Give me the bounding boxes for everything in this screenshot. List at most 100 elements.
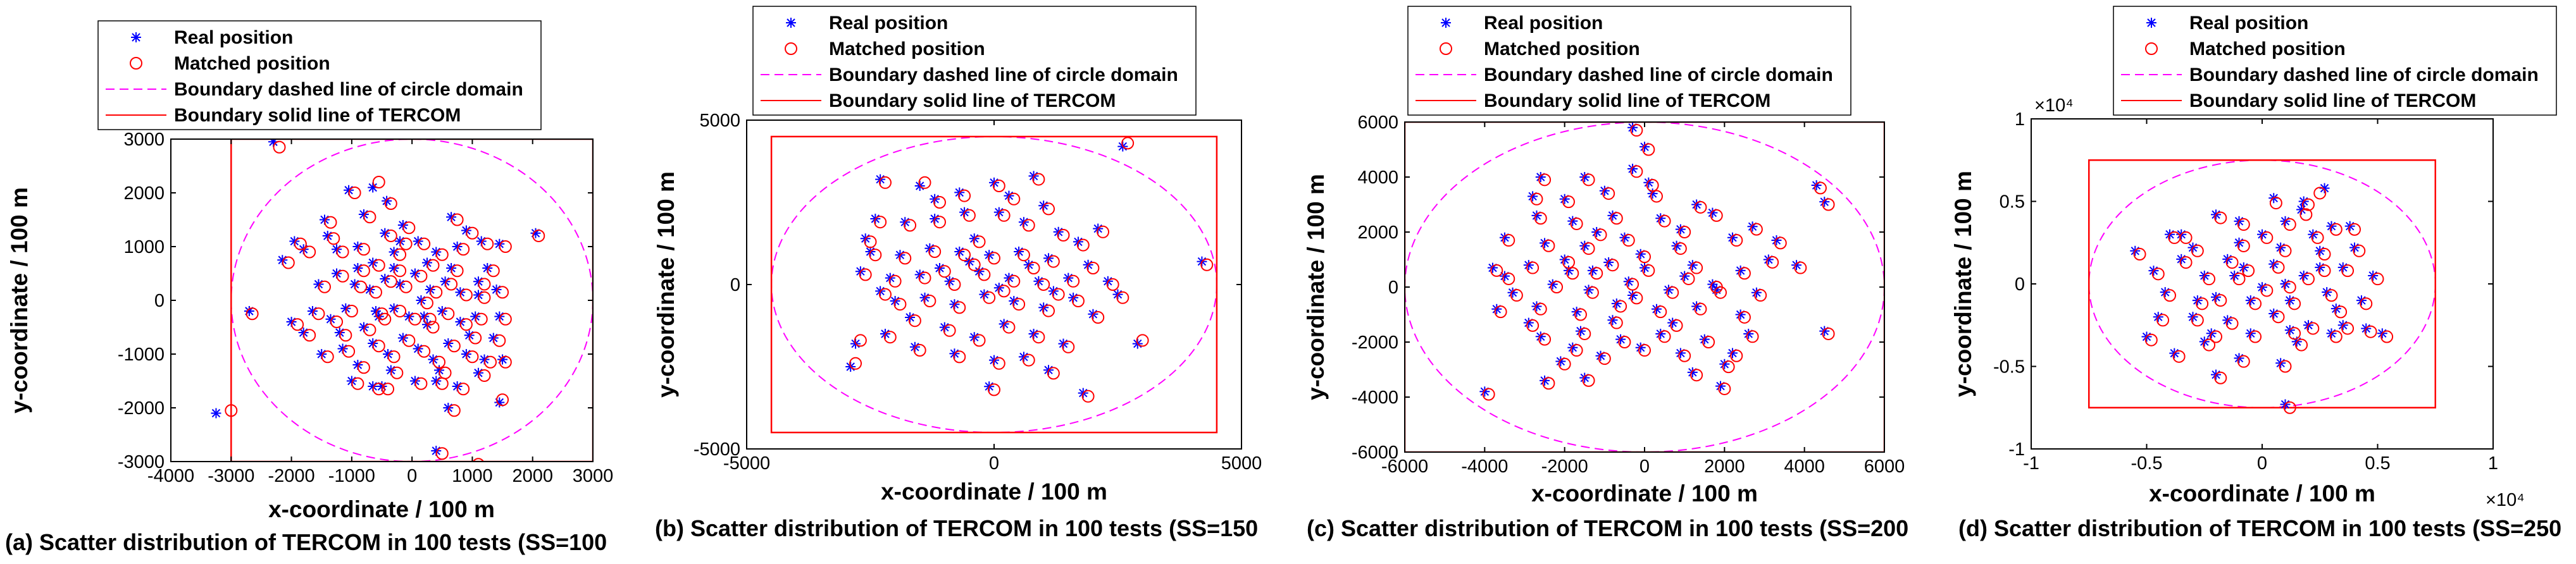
matched-position-point [2196, 297, 2209, 310]
matched-position-point [992, 180, 1005, 192]
matched-position-point [423, 312, 437, 326]
matched-position-point [933, 216, 946, 229]
matched-position-point [459, 318, 473, 331]
matched-position-point [2172, 350, 2186, 363]
x-tick-label: 5000 [1221, 453, 1262, 474]
matched-position-point [1200, 258, 1214, 271]
matched-position-point [973, 334, 986, 347]
matched-position-point [1750, 223, 1763, 236]
panel-b-marks [770, 135, 1218, 434]
x-tick-label: 0.5 [2365, 453, 2390, 474]
matched-position-point [1047, 255, 1060, 268]
real-position-point [1635, 248, 1646, 259]
matched-position-point [988, 252, 1000, 265]
matched-position-point [1646, 179, 1659, 192]
matched-position-point [475, 312, 488, 326]
plot-area [211, 139, 593, 462]
matched-position-point [958, 248, 971, 262]
matched-position-point [1042, 304, 1055, 317]
matched-position-point [2144, 333, 2158, 346]
matched-position-point [318, 280, 331, 293]
legend-tercom-boundary: Boundary solid line of TERCOM [829, 90, 1116, 111]
panel-c-caption: (c) Scatter distribution of TERCOM in 10… [1307, 515, 1908, 541]
matched-position-point [442, 307, 455, 321]
matched-position-point [1638, 250, 1651, 264]
matched-position-point [1602, 187, 1615, 200]
panel-a-ticks: -4000 -3000 -2000 -1000 0 1000 2000 3000-3000-2… [118, 130, 613, 486]
matched-position-point [372, 340, 385, 353]
matched-position-point [1714, 286, 1727, 299]
matched-position-point [1071, 295, 1085, 307]
matched-position-point [1658, 214, 1671, 228]
x-tick-label: 2000 [512, 466, 553, 486]
matched-position-point [2191, 244, 2204, 257]
legend-matched-position: Matched position [2189, 39, 2346, 59]
panel-a-xlabel: x-coordinate / 100 m [268, 496, 495, 522]
matched-position-point [439, 366, 452, 379]
matched-position-point [918, 176, 931, 189]
matched-position-point [499, 240, 512, 253]
matched-position-point [1794, 261, 1807, 274]
matched-position-point [426, 321, 440, 334]
matched-position-point [1690, 369, 1703, 382]
matched-position-point [496, 286, 509, 299]
panel-a-marks [211, 139, 593, 462]
x-tick-label: -4000 [147, 466, 194, 486]
x-tick-label: 1 [2488, 453, 2498, 474]
y-tick-label: 0 [154, 291, 165, 311]
matched-position-point [330, 316, 344, 328]
x-tick-label: -3000 [208, 466, 254, 486]
matched-position-point [2133, 248, 2146, 261]
matched-position-point [878, 176, 892, 189]
matched-position-point [2353, 244, 2366, 257]
panel-b-ticks: -5000 0 5000 -5000 0 5000 [694, 111, 1262, 474]
matched-position-point [445, 278, 458, 291]
matched-position-point [487, 264, 500, 278]
x-tick-label: 2000 [1704, 457, 1745, 477]
legend-tercom-boundary: Boundary solid line of TERCOM [174, 105, 461, 126]
matched-position-point [1774, 236, 1787, 250]
matched-position-point [394, 248, 407, 261]
matched-position-point [1722, 360, 1735, 374]
matched-position-point [2168, 231, 2181, 244]
matched-position-point [384, 197, 397, 210]
legend-circle-boundary: Boundary dashed line of circle domain [1484, 64, 1833, 85]
y-tick-label: -4000 [1352, 388, 1398, 408]
real-position-point [461, 225, 471, 236]
matched-position-point [2272, 310, 2285, 324]
matched-position-point [1642, 143, 1655, 156]
matched-position-point [1562, 255, 1575, 269]
matched-position-point [1022, 353, 1035, 367]
panel-d-xlabel: x-coordinate / 100 m [2149, 481, 2375, 506]
matched-position-point [973, 235, 986, 248]
matched-position-point [399, 280, 413, 293]
matched-position-point [2318, 264, 2331, 278]
matched-position-point [988, 383, 1000, 396]
legend-real-position: Real position [1484, 13, 1603, 34]
panel-d-ylabel: y-coordinate / 100 m [1950, 171, 1976, 397]
matched-position-point [1738, 310, 1751, 324]
matched-position-point [384, 275, 397, 288]
legend-circle-boundary: Boundary dashed line of circle domain [2189, 64, 2539, 85]
x-tick-label: 3000 [573, 466, 614, 486]
matched-position-point [1614, 300, 1627, 313]
matched-position-point [1482, 388, 1495, 401]
matched-position-point [420, 297, 433, 310]
matched-position-point [2371, 273, 2384, 286]
matched-position-point [472, 458, 485, 462]
matched-position-point [2269, 197, 2282, 210]
real-position-point [358, 209, 369, 219]
matched-position-point [1530, 192, 1543, 205]
matched-position-point [2302, 198, 2315, 211]
real-position-point [211, 408, 221, 419]
matched-position-point [869, 248, 882, 262]
matched-position-point [1574, 308, 1587, 321]
matched-position-point [1746, 330, 1759, 343]
matched-position-point [2288, 327, 2301, 340]
matched-position-point [2237, 239, 2250, 252]
real-position-point [383, 349, 394, 359]
y-tick-label: 2000 [123, 183, 165, 204]
matched-position-point [997, 285, 1011, 298]
matched-position-point [478, 278, 491, 291]
matched-position-point [2260, 231, 2274, 244]
